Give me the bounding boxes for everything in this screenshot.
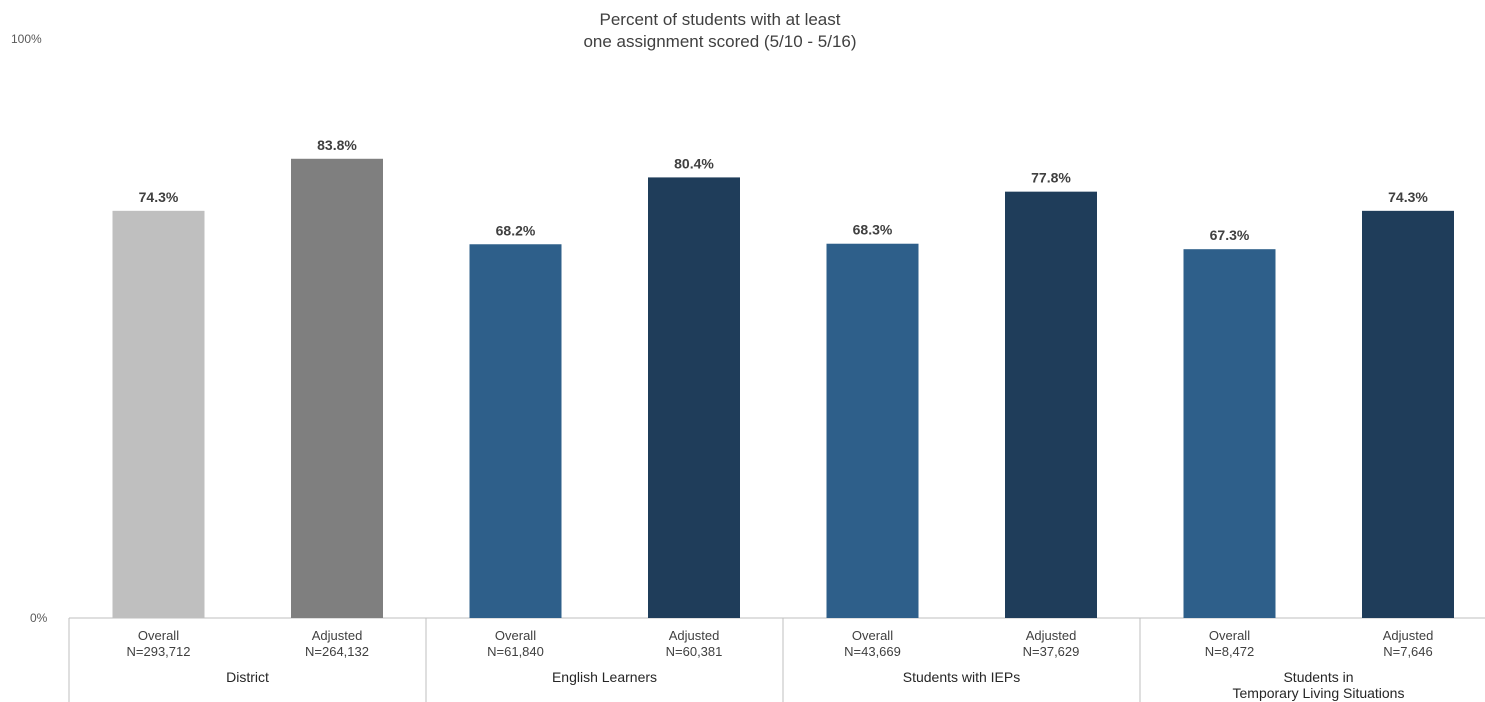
bar-n-label: N=60,381 bbox=[666, 644, 723, 659]
chart-title-line-1: Percent of students with at least bbox=[600, 10, 841, 29]
bar bbox=[648, 177, 740, 618]
data-label: 68.3% bbox=[853, 222, 893, 238]
bar-category-label: Overall bbox=[1209, 628, 1250, 643]
data-label: 67.3% bbox=[1210, 227, 1250, 243]
bar bbox=[1362, 210, 1454, 618]
bar-category-label: Overall bbox=[495, 628, 536, 643]
bar bbox=[291, 158, 383, 618]
bar-category-label: Adjusted bbox=[1026, 628, 1077, 643]
y-tick-label-max: 100% bbox=[11, 32, 42, 46]
data-label: 74.3% bbox=[1388, 189, 1428, 205]
bar-n-label: N=264,132 bbox=[305, 644, 369, 659]
y-tick-label-min: 0% bbox=[30, 611, 48, 625]
bar-category-label: Overall bbox=[852, 628, 893, 643]
bar-n-label: N=293,712 bbox=[127, 644, 191, 659]
data-label: 74.3% bbox=[139, 189, 179, 205]
plot-area: 74.3%OverallN=293,71283.8%AdjustedN=264,… bbox=[68, 137, 1454, 702]
group-label: Temporary Living Situations bbox=[1233, 685, 1405, 701]
group-label: English Learners bbox=[552, 669, 657, 685]
bar bbox=[826, 243, 919, 618]
bar-category-label: Adjusted bbox=[312, 628, 363, 643]
bar-n-label: N=37,629 bbox=[1023, 644, 1080, 659]
bar-category-label: Overall bbox=[138, 628, 179, 643]
bar bbox=[1005, 191, 1097, 618]
bar-n-label: N=8,472 bbox=[1205, 644, 1255, 659]
data-label: 68.2% bbox=[496, 222, 536, 238]
bar-category-label: Adjusted bbox=[1383, 628, 1434, 643]
bar-n-label: N=7,646 bbox=[1383, 644, 1433, 659]
group-label: Students with IEPs bbox=[903, 669, 1021, 685]
group-label: Students in bbox=[1283, 669, 1353, 685]
bar-n-label: N=43,669 bbox=[844, 644, 901, 659]
bar bbox=[1183, 249, 1276, 619]
group-label: District bbox=[226, 669, 269, 685]
bar-category-label: Adjusted bbox=[669, 628, 720, 643]
bar bbox=[469, 244, 562, 619]
data-label: 83.8% bbox=[317, 137, 357, 153]
data-label: 80.4% bbox=[674, 155, 714, 171]
data-label: 77.8% bbox=[1031, 170, 1071, 186]
chart-title-line-2: one assignment scored (5/10 - 5/16) bbox=[583, 32, 856, 51]
bar-n-label: N=61,840 bbox=[487, 644, 544, 659]
bar bbox=[112, 210, 205, 618]
